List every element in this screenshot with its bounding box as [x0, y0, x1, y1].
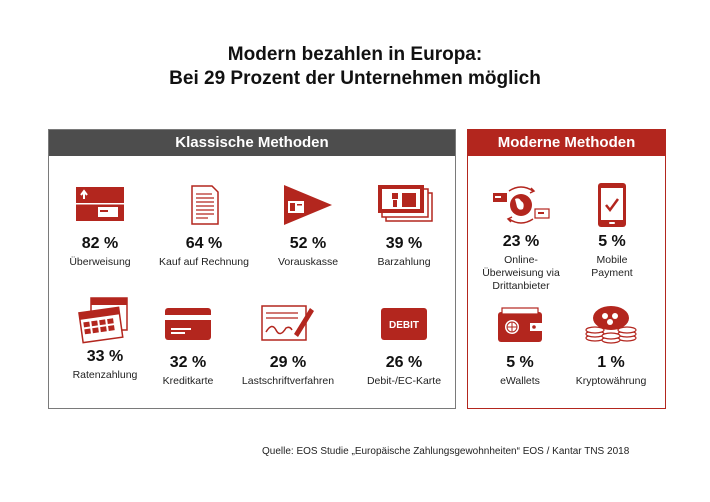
value-label: 52 % — [289, 235, 327, 252]
item-barzahlung: 39 % Barzahlung — [354, 185, 454, 269]
item-kreditkarte: 32 % Kreditkarte — [138, 304, 238, 388]
category-label-line-1: Mobile — [596, 254, 628, 266]
value-label: 26 % — [385, 354, 423, 371]
item-mobile-payment: 5 % Mobile Payment — [562, 183, 662, 280]
category-label: Kryptowährung — [575, 375, 647, 387]
invoice-document-icon — [191, 185, 219, 225]
item-ewallets: 5 % eWallets — [470, 304, 570, 388]
item-kauf-auf-rechnung: 64 % Kauf auf Rechnung — [154, 185, 254, 269]
value-label: 29 % — [269, 354, 307, 371]
bank-transfer-icon — [76, 187, 124, 221]
value-label: 64 % — [185, 235, 223, 252]
category-label: Barzahlung — [377, 256, 431, 268]
debit-card-icon: DEBIT — [381, 308, 427, 340]
category-label-line-3: Drittanbieter — [492, 280, 550, 292]
prepayment-arrow-icon — [284, 185, 332, 225]
category-label-line-2: Überweisung via — [482, 267, 560, 279]
item-lastschriftverfahren: 29 % Lastschriftverfahren — [238, 304, 338, 388]
category-label: Kauf auf Rechnung — [159, 256, 249, 268]
item-ratenzahlung: 33 % Ratenzahlung — [55, 296, 155, 382]
category-label-line-2: Payment — [591, 267, 633, 279]
category-label: Lastschriftverfahren — [241, 375, 335, 387]
item-kryptowaehrung: 1 % Kryptowährung — [561, 304, 661, 388]
value-label: 82 % — [81, 235, 119, 252]
value-label: 33 % — [86, 348, 124, 365]
category-label: Debit-/EC-Karte — [366, 375, 442, 387]
modern-methods-header: Moderne Methoden — [468, 130, 665, 156]
debit-card-text: DEBIT — [389, 320, 419, 331]
item-debit-ec-karte: DEBIT 26 % Debit-/EC-Karte — [354, 304, 454, 388]
classic-methods-panel: Klassische Methoden — [48, 129, 456, 409]
category-label: eWallets — [500, 375, 540, 387]
source-note: Quelle: EOS Studie „Europäische Zahlungs… — [262, 446, 630, 457]
classic-methods-header: Klassische Methoden — [49, 130, 455, 156]
category-label-line-1: Online- — [504, 254, 538, 266]
calendar-installments-icon — [78, 297, 128, 344]
modern-methods-panel: Moderne Methoden — [467, 129, 666, 409]
category-label: Kreditkarte — [162, 375, 214, 387]
value-label: 23 % — [502, 233, 540, 250]
signature-pen-icon — [261, 305, 314, 341]
value-label: 39 % — [385, 235, 423, 252]
crypto-coins-icon — [585, 306, 637, 344]
ewallet-icon — [498, 307, 542, 342]
value-label: 5 % — [598, 233, 626, 250]
value-label: 5 % — [506, 354, 534, 371]
globe-transfer-icon — [493, 186, 550, 224]
category-label: Vorauskasse — [277, 256, 339, 268]
cash-banknotes-icon — [378, 185, 433, 222]
smartphone-check-icon — [598, 183, 626, 227]
value-label: 1 % — [597, 354, 625, 371]
category-label: Ratenzahlung — [72, 369, 138, 381]
category-label: Überweisung — [69, 256, 131, 268]
credit-card-icon — [165, 308, 211, 340]
item-online-ueberweisung-drittanbieter: 23 % Online- Überweisung via Drittanbiet… — [471, 183, 571, 293]
chart-title-line-1: Modern bezahlen in Europa: — [227, 44, 483, 65]
item-vorauskasse: 52 % Vorauskasse — [258, 185, 358, 269]
chart-title-line-2: Bei 29 Prozent der Unternehmen möglich — [169, 68, 541, 89]
value-label: 32 % — [169, 354, 207, 371]
item-ueberweisung: 82 % Überweisung — [50, 185, 150, 269]
